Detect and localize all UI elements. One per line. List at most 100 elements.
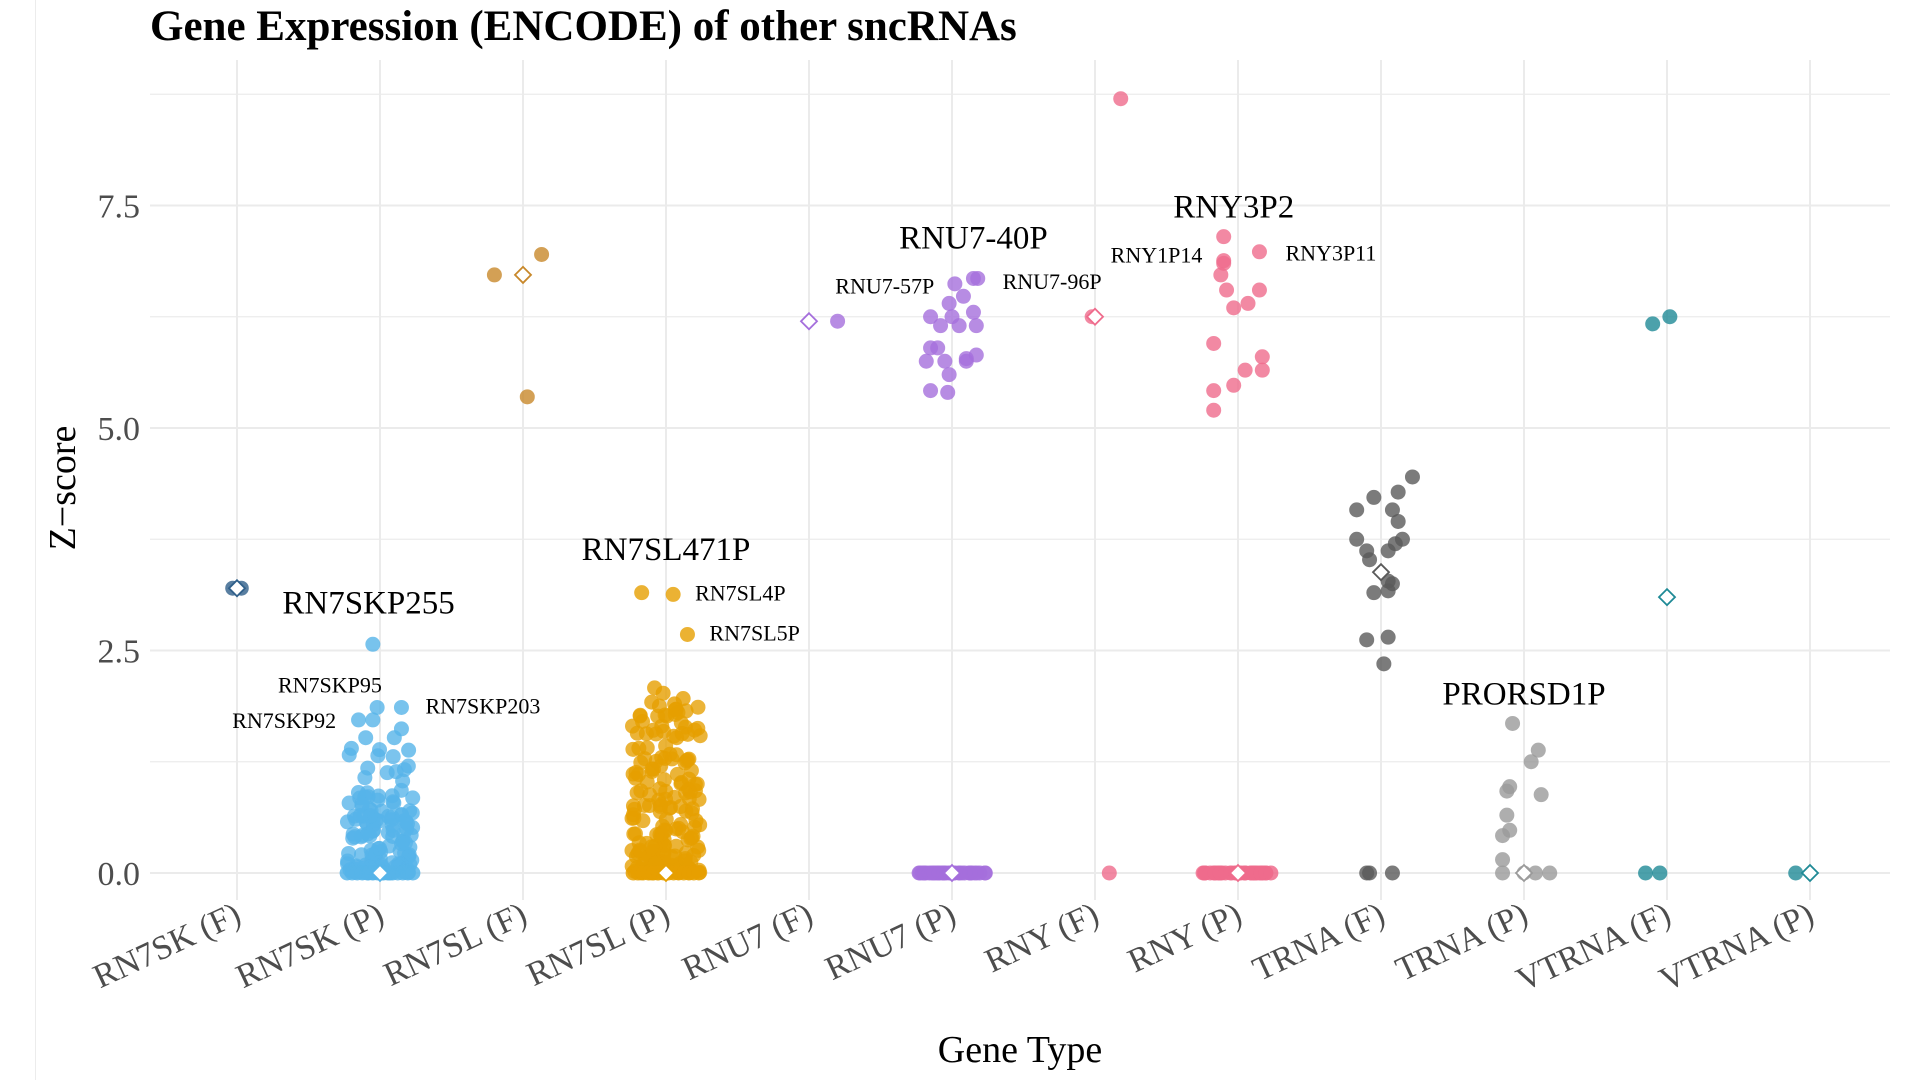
data-point	[1254, 362, 1270, 378]
gene-label: RNY1P14	[1111, 242, 1203, 267]
data-point	[366, 822, 382, 838]
data-point	[689, 776, 705, 792]
data-point	[667, 696, 683, 712]
data-point	[1505, 715, 1521, 731]
gene-label: RNU7-57P	[835, 274, 934, 299]
gene-label: RN7SKP203	[425, 694, 540, 719]
data-point	[1390, 484, 1406, 500]
data-point	[1542, 865, 1558, 881]
data-point	[690, 699, 706, 715]
median-marker	[1514, 863, 1534, 883]
data-point	[1495, 865, 1511, 881]
data-point	[385, 794, 401, 810]
data-point	[649, 827, 665, 843]
data-point	[677, 851, 693, 867]
data-point	[393, 782, 409, 798]
data-point	[923, 309, 939, 325]
median-marker	[1371, 562, 1391, 582]
x-tick-label: RNY (F)	[979, 896, 1104, 980]
data-point	[1662, 309, 1678, 325]
data-point	[1376, 656, 1392, 672]
data-point	[393, 699, 409, 715]
data-point	[685, 828, 701, 844]
data-point	[941, 367, 957, 383]
data-point	[955, 288, 971, 304]
median-marker	[1657, 587, 1677, 607]
data-point	[352, 808, 368, 824]
data-point	[1226, 300, 1242, 316]
data-point	[385, 749, 401, 765]
y-tick-label: 7.5	[98, 189, 141, 226]
x-tick-label: RN7SL (P)	[521, 896, 675, 994]
data-point	[1216, 229, 1232, 245]
median-marker	[370, 863, 390, 883]
data-point	[655, 685, 671, 701]
data-point	[1362, 552, 1378, 568]
data-point	[1638, 865, 1654, 881]
data-point	[1652, 865, 1668, 881]
data-point	[369, 699, 385, 715]
data-point	[401, 742, 417, 758]
data-point	[1502, 779, 1518, 795]
data-point	[947, 276, 963, 292]
data-point	[388, 764, 404, 780]
median-markers	[227, 265, 1820, 883]
data-point	[1527, 865, 1543, 881]
data-point	[351, 712, 367, 728]
gene-label: RNU7-40P	[899, 221, 1048, 257]
data-point	[405, 790, 421, 806]
data-point	[970, 270, 986, 286]
data-point	[1530, 742, 1546, 758]
median-marker	[656, 863, 676, 883]
data-point	[386, 730, 402, 746]
gene-label: RN7SKP92	[232, 708, 336, 733]
gene-label: RNY3P2	[1173, 190, 1294, 226]
data-point	[1366, 585, 1382, 601]
data-point	[381, 838, 397, 854]
data-point	[1251, 244, 1267, 260]
data-point	[1113, 91, 1129, 107]
x-tick-label: VTRNA (F)	[1511, 896, 1676, 999]
median-marker	[1800, 863, 1820, 883]
data-point	[923, 383, 939, 399]
data-point	[634, 585, 650, 601]
data-point	[628, 764, 644, 780]
data-point	[1788, 865, 1804, 881]
data-point	[1404, 469, 1420, 485]
data-point	[653, 797, 669, 813]
data-point	[380, 825, 396, 841]
data-point	[399, 821, 415, 837]
data-point	[1380, 543, 1396, 559]
data-point	[933, 318, 949, 334]
data-point	[370, 792, 386, 808]
median-marker	[799, 311, 819, 331]
x-tick-label: TRNA (F)	[1247, 896, 1390, 989]
median-marker	[942, 863, 962, 883]
data-point	[1390, 513, 1406, 529]
data-point	[1206, 383, 1222, 399]
page-left-rule	[35, 0, 36, 1080]
data-point	[674, 726, 690, 742]
data-point	[1495, 828, 1511, 844]
median-marker	[1228, 863, 1248, 883]
data-point	[365, 636, 381, 652]
data-point	[940, 384, 956, 400]
data-point	[673, 774, 689, 790]
data-point	[486, 267, 502, 283]
data-point	[930, 340, 946, 356]
data-point	[1523, 754, 1539, 770]
data-point	[681, 751, 697, 767]
x-tick-label: RNU7 (F)	[677, 896, 818, 988]
data-point	[644, 761, 660, 777]
y-tick-label: 0.0	[98, 856, 141, 893]
data-point	[1237, 362, 1253, 378]
gene-label: RN7SL4P	[695, 581, 785, 606]
data-point	[357, 770, 373, 786]
data-point	[354, 796, 370, 812]
gene-label: RNU7-96P	[1003, 269, 1102, 294]
data-point	[1645, 316, 1661, 332]
gene-label: RN7SL5P	[709, 621, 799, 646]
data-point	[662, 746, 678, 762]
data-point	[405, 865, 421, 881]
